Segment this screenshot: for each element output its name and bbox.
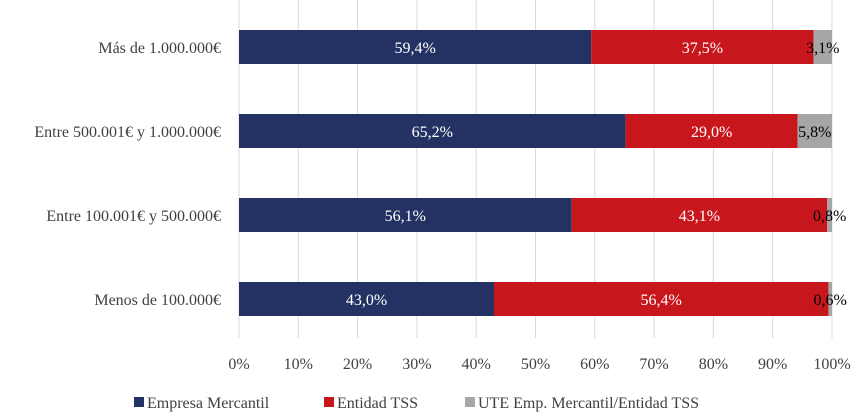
legend: Empresa Mercantil Entidad TSS UTE Emp. Mer…	[134, 395, 699, 412]
data-label: 43,1%	[679, 208, 720, 225]
bar-segment	[797, 114, 832, 148]
data-label: 37,5%	[682, 40, 723, 57]
legend-swatch	[134, 397, 144, 407]
bar-segment	[591, 30, 814, 64]
bars	[239, 30, 832, 316]
data-label: 0,8%	[813, 208, 846, 225]
data-label: 56,1%	[385, 208, 426, 225]
bar-segment	[625, 114, 798, 148]
bar-segment	[239, 282, 494, 316]
x-tick-label: 50%	[521, 356, 550, 373]
x-tick-label: 80%	[699, 356, 728, 373]
category-label: Entre 100.001€ y 500.000€	[46, 208, 221, 225]
bar-segment	[828, 282, 832, 316]
data-label: 65,2%	[412, 124, 453, 141]
legend-label: Entidad TSS	[337, 395, 418, 412]
category-label: Menos de 100.000€	[94, 292, 221, 309]
x-tick-label: 70%	[639, 356, 668, 373]
category-label: Entre 500.001€ y 1.000.000€	[34, 124, 221, 141]
bar-segment	[571, 198, 828, 232]
legend-label: Empresa Mercantil	[147, 395, 270, 412]
legend-label: UTE Emp. Mercantil/Entidad TSS	[478, 395, 699, 412]
data-label: 0,6%	[814, 292, 847, 309]
category-label: Más de 1.000.000€	[98, 40, 221, 57]
x-tick-label: 100%	[813, 356, 850, 373]
bar-segment	[239, 114, 626, 148]
x-tick-label: 40%	[462, 356, 491, 373]
data-label: 5,8%	[798, 124, 831, 141]
x-tick-labels: 0% 10% 20% 30% 40% 50% 60% 70% 80% 90% 100%	[228, 356, 850, 373]
data-label: 59,4%	[394, 40, 435, 57]
legend-swatch	[465, 397, 475, 407]
x-tick-label: 10%	[284, 356, 313, 373]
bar-segment	[827, 198, 832, 232]
data-label: 56,4%	[641, 292, 682, 309]
legend-swatch	[324, 397, 334, 407]
x-tick-label: 0%	[228, 356, 249, 373]
category-labels: Más de 1.000.000€ Entre 500.001€ y 1.000.…	[34, 40, 221, 309]
data-label: 29,0%	[691, 124, 732, 141]
x-tick-label: 20%	[343, 356, 372, 373]
bar-segment	[493, 282, 829, 316]
bar-segment	[239, 30, 592, 64]
bar-segment	[239, 198, 572, 232]
x-tick-label: 60%	[580, 356, 609, 373]
x-tick-label: 30%	[402, 356, 431, 373]
x-tick-label: 90%	[758, 356, 787, 373]
bar-labels: 59,4% 37,5% 3,1% 65,2% 29,0% 5,8% 56,1% 43,1% 0,…	[346, 40, 847, 309]
data-label: 3,1%	[806, 40, 839, 57]
bar-segment	[813, 30, 832, 64]
data-label: 43,0%	[346, 292, 387, 309]
